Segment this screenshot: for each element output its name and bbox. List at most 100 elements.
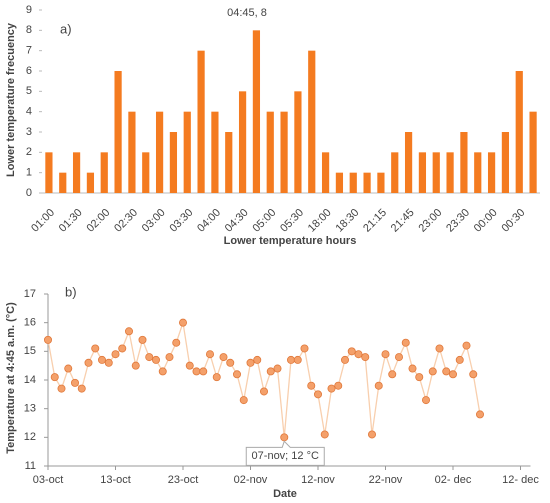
panel-label: a) bbox=[60, 21, 72, 36]
x-tick-label: 01:30 bbox=[57, 207, 85, 235]
y-axis-label: Temperature at 4:45 a.m. (°C) bbox=[5, 302, 17, 454]
point bbox=[77, 384, 86, 393]
bar bbox=[59, 172, 67, 193]
point bbox=[246, 358, 255, 367]
point bbox=[145, 353, 154, 362]
bar bbox=[501, 132, 510, 193]
point bbox=[98, 355, 107, 364]
line bbox=[47, 322, 481, 438]
point bbox=[286, 355, 295, 364]
bar bbox=[114, 71, 122, 193]
annotation: 04:45, 8 bbox=[227, 7, 267, 19]
y-tick-label: 13 bbox=[24, 403, 36, 415]
point bbox=[307, 381, 316, 390]
bar bbox=[349, 172, 357, 193]
point bbox=[239, 396, 248, 405]
x-tick-label: 05:00 bbox=[250, 207, 278, 235]
point bbox=[428, 367, 437, 376]
annotation: 07-nov; 12 °C bbox=[252, 450, 319, 462]
point bbox=[327, 384, 336, 393]
point bbox=[259, 387, 268, 396]
point bbox=[421, 396, 430, 405]
bar bbox=[308, 50, 316, 193]
point bbox=[300, 344, 309, 353]
bar bbox=[404, 132, 413, 193]
point bbox=[374, 381, 383, 390]
bar bbox=[474, 152, 482, 193]
x-tick-label: 12-nov bbox=[301, 474, 335, 486]
bar bbox=[211, 111, 219, 193]
bar bbox=[169, 132, 178, 193]
y-tick-label: 16 bbox=[24, 317, 36, 329]
point bbox=[415, 373, 424, 382]
x-tick-label: 04:00 bbox=[195, 207, 223, 235]
bar bbox=[100, 152, 108, 193]
bar bbox=[142, 152, 150, 193]
bar bbox=[155, 111, 164, 193]
y-tick-label: 0 bbox=[26, 187, 32, 199]
y-tick-label: 17 bbox=[24, 288, 36, 300]
x-tick-label: 22-nov bbox=[369, 474, 403, 486]
point bbox=[347, 347, 356, 356]
x-axis-label: Lower temperature hours bbox=[224, 235, 357, 247]
point bbox=[448, 370, 457, 379]
point bbox=[388, 370, 397, 379]
y-tick-label: 5 bbox=[26, 85, 32, 97]
point bbox=[273, 364, 282, 373]
bar bbox=[321, 152, 330, 193]
point bbox=[212, 373, 221, 382]
x-tick-label: 01:00 bbox=[29, 207, 57, 235]
point bbox=[138, 335, 147, 344]
x-tick-label: 02-nov bbox=[234, 474, 268, 486]
point bbox=[199, 367, 208, 376]
x-tick-label: 02:30 bbox=[112, 207, 140, 235]
point bbox=[131, 361, 140, 370]
point bbox=[64, 364, 73, 373]
x-tick-label: 03:30 bbox=[167, 207, 195, 235]
bar bbox=[377, 172, 385, 193]
bar bbox=[183, 111, 191, 193]
y-tick-label: 6 bbox=[26, 65, 32, 77]
point bbox=[172, 338, 181, 347]
bar bbox=[432, 152, 440, 193]
point bbox=[44, 335, 53, 344]
point bbox=[151, 355, 160, 364]
point bbox=[394, 353, 403, 362]
point bbox=[84, 358, 93, 367]
point bbox=[57, 384, 66, 393]
y-tick-label: 14 bbox=[24, 374, 36, 386]
bar bbox=[252, 30, 261, 194]
bar bbox=[45, 152, 53, 193]
point bbox=[118, 344, 127, 353]
point bbox=[205, 350, 214, 359]
point bbox=[462, 341, 471, 350]
point bbox=[361, 353, 370, 362]
point bbox=[469, 370, 478, 379]
point bbox=[280, 433, 289, 442]
bar bbox=[391, 152, 399, 193]
point bbox=[455, 355, 464, 364]
y-tick-label: 3 bbox=[26, 126, 32, 138]
point bbox=[219, 353, 228, 362]
x-tick-label: 03:00 bbox=[140, 207, 168, 235]
bar bbox=[418, 152, 427, 193]
point bbox=[104, 358, 113, 367]
y-tick-label: 12 bbox=[24, 431, 36, 443]
bar bbox=[515, 71, 523, 193]
point bbox=[71, 378, 80, 387]
point bbox=[442, 367, 451, 376]
point bbox=[111, 350, 120, 359]
bar bbox=[72, 152, 81, 193]
point bbox=[226, 358, 235, 367]
point bbox=[165, 353, 174, 362]
bar bbox=[86, 172, 95, 193]
bar bbox=[529, 111, 537, 193]
annotation-callout bbox=[245, 440, 325, 466]
point bbox=[253, 355, 262, 364]
point bbox=[401, 338, 410, 347]
point bbox=[91, 344, 100, 353]
point bbox=[408, 364, 417, 373]
bar bbox=[294, 91, 302, 193]
x-tick-label: 21:45 bbox=[389, 207, 417, 235]
y-tick-label: 1 bbox=[26, 167, 32, 179]
